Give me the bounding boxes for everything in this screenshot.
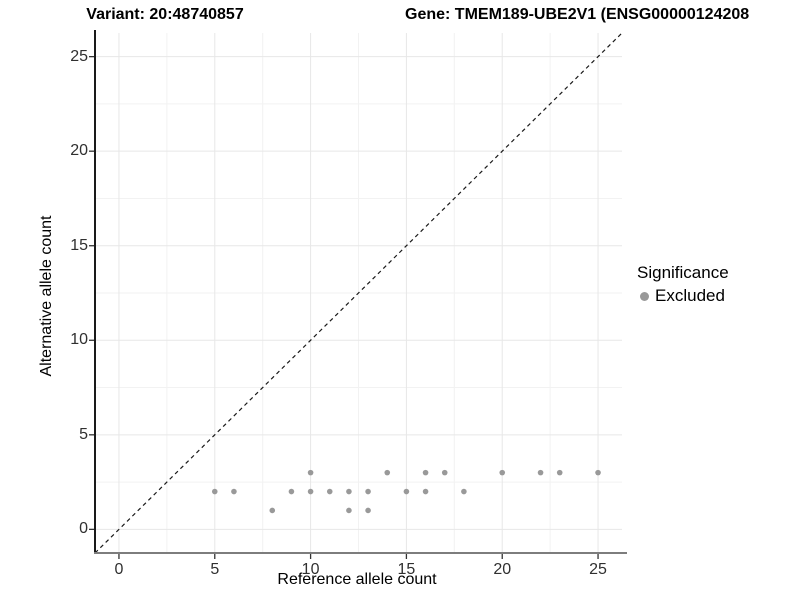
legend: Significance Excluded	[637, 263, 729, 306]
identity-line	[94, 32, 623, 554]
data-point	[307, 469, 314, 476]
legend-title: Significance	[637, 263, 729, 282]
data-point	[499, 469, 506, 476]
data-point	[556, 469, 563, 476]
x-tick-label: 10	[301, 561, 320, 578]
y-tick-label: 25	[70, 47, 88, 65]
data-point	[365, 507, 371, 514]
data-point	[422, 469, 429, 476]
x-axis-title: Reference allele count	[277, 571, 437, 588]
x-tick-label: 20	[493, 561, 512, 578]
x-tick-label: 25	[589, 561, 607, 578]
data-point	[269, 507, 276, 514]
legend-item-label: Excluded	[655, 286, 725, 305]
data-point	[403, 488, 410, 495]
y-tick-label: 0	[79, 520, 88, 538]
data-point	[346, 507, 352, 514]
data-point	[537, 469, 544, 476]
data-point	[441, 469, 448, 476]
data-point	[365, 488, 371, 495]
plot-title-gene: Gene: TMEM189-UBE2V1 (ENSG00000124208	[405, 6, 750, 23]
y-tick-label: 10	[70, 331, 88, 349]
legend-item-excluded: Excluded	[640, 286, 729, 306]
data-point	[326, 488, 333, 495]
y-tick-label: 5	[79, 425, 88, 443]
y-tick-label: 20	[70, 142, 88, 160]
data-point	[211, 488, 218, 495]
data-point	[307, 488, 314, 495]
x-tick-label: 0	[114, 561, 124, 578]
data-point	[384, 469, 391, 476]
excluded-point-icon	[640, 291, 649, 301]
data-point	[231, 488, 237, 495]
data-point	[461, 488, 467, 495]
y-tick-label: 15	[70, 236, 88, 254]
data-point	[422, 488, 429, 495]
data-point	[595, 469, 601, 476]
x-tick-label: 15	[397, 561, 416, 578]
data-point	[346, 488, 352, 495]
data-point	[288, 488, 295, 495]
x-tick-label: 5	[210, 561, 220, 578]
plot-title-variant: Variant: 20:48740857	[86, 6, 244, 23]
